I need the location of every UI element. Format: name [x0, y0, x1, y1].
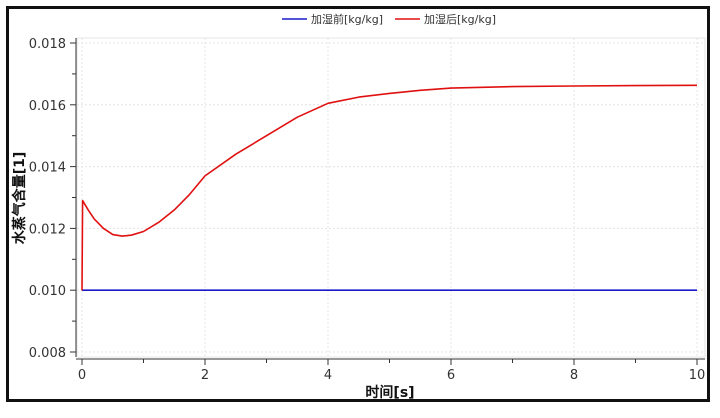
y-axis-label: 水蒸气含量[1] [11, 152, 28, 245]
x-tick-label: 10 [689, 368, 706, 383]
chart-frame [6, 6, 710, 402]
x-tick-label: 4 [324, 368, 332, 383]
x-tick-label: 0 [78, 368, 86, 383]
x-tick-label: 8 [570, 368, 578, 383]
series-line-2 [81, 84, 698, 291]
y-tick-label: 0.010 [29, 284, 66, 299]
grid [77, 38, 705, 357]
y-tick-label: 0.012 [29, 222, 66, 237]
x-tick-label: 6 [447, 368, 455, 383]
legend-label-1: 加湿前[kg/kg] [311, 12, 383, 26]
x-tick-label: 2 [201, 368, 209, 383]
y-tick-label: 0.014 [29, 161, 66, 176]
y-tick-label: 0.018 [29, 37, 66, 52]
plot-area [76, 37, 706, 358]
legend: 加湿前[kg/kg] 加湿后[kg/kg] [282, 12, 496, 26]
legend-label-2: 加湿后[kg/kg] [424, 13, 496, 26]
x-axis-label: 时间[s] [365, 384, 414, 401]
y-tick-label: 0.016 [29, 99, 66, 114]
y-tick-label: 0.008 [29, 346, 66, 361]
